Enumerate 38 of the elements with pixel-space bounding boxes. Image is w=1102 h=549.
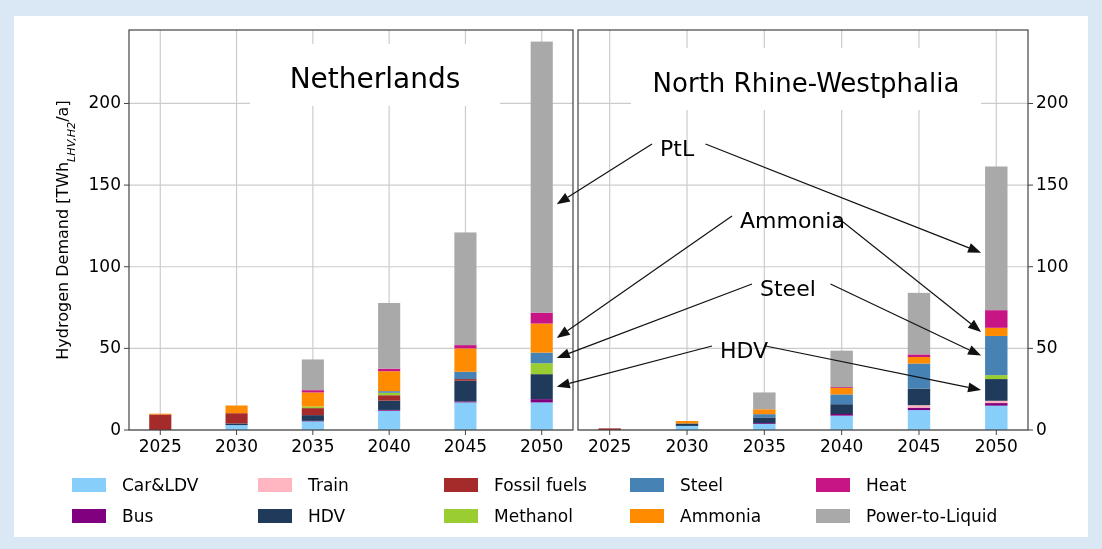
legend-label: Steel	[680, 475, 724, 495]
y-tick-label: 200	[1036, 92, 1069, 113]
legend-label: HDV	[308, 506, 346, 526]
annotation: HDV	[720, 338, 769, 363]
x-tick-label: 2050	[974, 436, 1018, 456]
legend-label: Train	[307, 475, 349, 495]
y-tick-label: 50	[1036, 337, 1058, 358]
x-tick-label: 2035	[291, 436, 335, 456]
legend-label: Car&LDV	[122, 475, 199, 495]
annotation: Steel	[760, 276, 816, 301]
x-tick-label: 2025	[588, 436, 632, 456]
y-tick-label: 150	[1036, 174, 1069, 195]
legend-label: Bus	[122, 506, 154, 526]
legend-label: Power-to-Liquid	[866, 506, 998, 526]
legend-label: Methanol	[494, 506, 573, 526]
x-tick-label: 2045	[897, 436, 941, 456]
x-tick-label: 2025	[138, 436, 182, 456]
annotation: Ammonia	[740, 208, 845, 233]
legend-label: Ammonia	[680, 506, 762, 526]
x-tick-label: 2040	[367, 436, 411, 456]
y-tick-label: 100	[1036, 255, 1069, 276]
x-tick-label: 2050	[520, 436, 564, 456]
y-tick-label: 200	[88, 92, 121, 113]
y-tick-label: 0	[110, 419, 121, 439]
x-tick-label: 2030	[665, 436, 709, 456]
legend-label: Fossil fuels	[494, 475, 588, 495]
x-tick-label: 2035	[742, 436, 786, 456]
y-tick-label: 100	[88, 255, 121, 276]
text: Netherlands	[289, 62, 461, 95]
y-tick-label: 150	[88, 174, 121, 195]
y-tick-label: 0	[1036, 419, 1047, 439]
x-tick-label: 2030	[214, 436, 259, 456]
x-tick-label: 2040	[820, 436, 864, 456]
y-tick-label: 50	[99, 337, 121, 358]
x-tick-label: 2045	[443, 436, 488, 456]
annotation: PtL	[660, 136, 695, 161]
text: North Rhine-Westphalia	[652, 67, 960, 98]
legend-label: Heat	[866, 475, 907, 495]
